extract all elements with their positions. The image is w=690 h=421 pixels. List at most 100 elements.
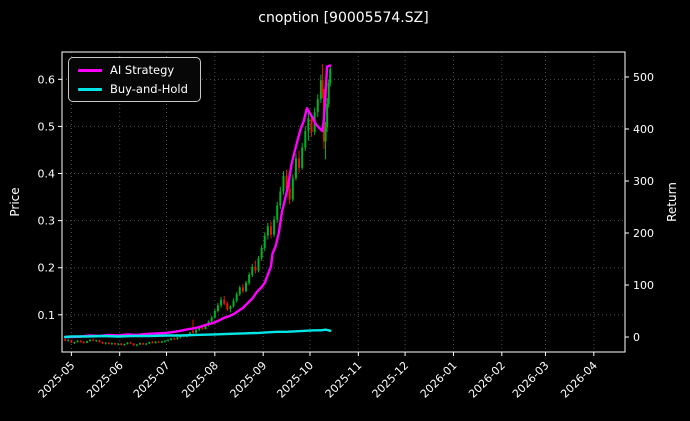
candle-body bbox=[195, 329, 198, 333]
candle-body bbox=[154, 341, 157, 344]
candle-body bbox=[167, 339, 170, 341]
candle-body bbox=[223, 299, 226, 304]
candle-body bbox=[79, 340, 82, 343]
y-tick-label-right: 0 bbox=[633, 331, 640, 344]
candle-body bbox=[138, 343, 141, 345]
candle-body bbox=[145, 343, 148, 345]
candle-body bbox=[135, 344, 138, 346]
series-line-buy-and-hold bbox=[63, 328, 332, 339]
candle-body bbox=[120, 343, 123, 345]
candle-body bbox=[273, 219, 276, 235]
x-tick-label: 2026-02 bbox=[466, 359, 508, 401]
candle-body bbox=[321, 80, 324, 93]
y-tick-label-right: 400 bbox=[633, 123, 654, 136]
candle-body bbox=[304, 131, 307, 148]
candle-body bbox=[327, 83, 330, 104]
candle-body bbox=[176, 337, 179, 340]
left-axis-label: Price bbox=[8, 187, 22, 217]
candle-body bbox=[220, 299, 223, 306]
y-tick-label-left: 0.1 bbox=[38, 309, 56, 322]
x-tick-label: 2025-08 bbox=[179, 359, 221, 401]
candle-body bbox=[132, 343, 135, 346]
x-tick-label: 2025-07 bbox=[131, 359, 173, 401]
candle-body bbox=[151, 342, 154, 344]
candle-body bbox=[324, 127, 327, 142]
candle-body bbox=[85, 341, 88, 344]
candle-body bbox=[319, 80, 322, 100]
candle-body bbox=[192, 330, 195, 333]
candle-body bbox=[104, 342, 107, 344]
x-tick-label: 2025-09 bbox=[228, 359, 270, 401]
x-tick-label: 2026-04 bbox=[558, 359, 600, 401]
candle-body bbox=[173, 338, 176, 340]
candle-body bbox=[114, 343, 117, 345]
candle-body bbox=[98, 340, 101, 343]
candle-body bbox=[101, 342, 104, 344]
candle-body bbox=[148, 342, 151, 344]
candle-body bbox=[126, 342, 129, 344]
candle-body bbox=[269, 226, 272, 235]
candle-body bbox=[157, 341, 160, 343]
candle-body bbox=[266, 226, 269, 236]
candle-body bbox=[73, 342, 76, 344]
x-tick-label: 2025-06 bbox=[84, 359, 126, 401]
y-tick-label-left: 0.4 bbox=[38, 168, 56, 181]
x-tick-label: 2025-10 bbox=[274, 359, 316, 401]
candle-body bbox=[276, 205, 279, 220]
y-tick-label-left: 0.5 bbox=[38, 120, 56, 133]
candle-body bbox=[279, 191, 282, 206]
candle-body bbox=[129, 342, 132, 344]
candle-body bbox=[95, 340, 98, 342]
candle-body bbox=[248, 274, 251, 283]
candle-body bbox=[204, 325, 207, 329]
candle-body bbox=[301, 147, 304, 168]
x-tick-label: 2025-05 bbox=[36, 359, 78, 401]
candle-body bbox=[254, 266, 257, 271]
y-tick-label-right: 500 bbox=[633, 71, 654, 84]
buy-and-hold-line-swatch-icon bbox=[78, 87, 102, 91]
candle-body bbox=[260, 247, 263, 259]
legend: AI Strategy Buy-and-Hold bbox=[68, 57, 201, 102]
candle-body bbox=[298, 158, 301, 168]
candle-body bbox=[232, 300, 235, 307]
candle-body bbox=[257, 258, 260, 271]
legend-label-ai-strategy: AI Strategy bbox=[110, 63, 175, 77]
ai-strategy-line-swatch-icon bbox=[78, 68, 102, 72]
legend-label-buy-and-hold: Buy-and-Hold bbox=[110, 82, 188, 96]
x-tick-label: 2026-01 bbox=[418, 359, 460, 401]
series-line-ai-strategy bbox=[63, 64, 332, 339]
candle-body bbox=[188, 332, 191, 335]
candle-body bbox=[288, 188, 291, 200]
candle-body bbox=[210, 317, 213, 322]
candle-body bbox=[198, 327, 201, 330]
candle-body bbox=[107, 342, 110, 344]
y-tick-label-left: 0.3 bbox=[38, 215, 56, 228]
candle-body bbox=[123, 343, 126, 345]
candle-body bbox=[92, 339, 95, 341]
axes-spines bbox=[61, 51, 626, 353]
chart-title: cnoption [90005574.SZ] bbox=[258, 10, 429, 26]
y-tick-label-left: 0.2 bbox=[38, 262, 56, 275]
candle-body bbox=[241, 287, 244, 292]
candle-body bbox=[235, 294, 238, 301]
candle-body bbox=[307, 117, 310, 132]
candle-body bbox=[229, 306, 232, 310]
candle-body bbox=[310, 117, 313, 133]
candle-body bbox=[201, 327, 204, 329]
candle-body bbox=[316, 99, 319, 113]
candle-body bbox=[67, 340, 70, 342]
candle-body bbox=[160, 341, 163, 343]
x-tick-label: 2025-12 bbox=[370, 359, 412, 401]
candle-body bbox=[329, 68, 332, 84]
candle-body bbox=[238, 287, 241, 295]
candle-body bbox=[89, 339, 92, 342]
candle-body bbox=[170, 338, 173, 340]
legend-item-ai-strategy: AI Strategy bbox=[78, 63, 188, 77]
right-axis-label: Return bbox=[665, 182, 679, 222]
candle-body bbox=[82, 342, 85, 344]
candle-body bbox=[263, 235, 266, 248]
candle-body bbox=[64, 339, 67, 341]
candle-body bbox=[285, 175, 288, 189]
